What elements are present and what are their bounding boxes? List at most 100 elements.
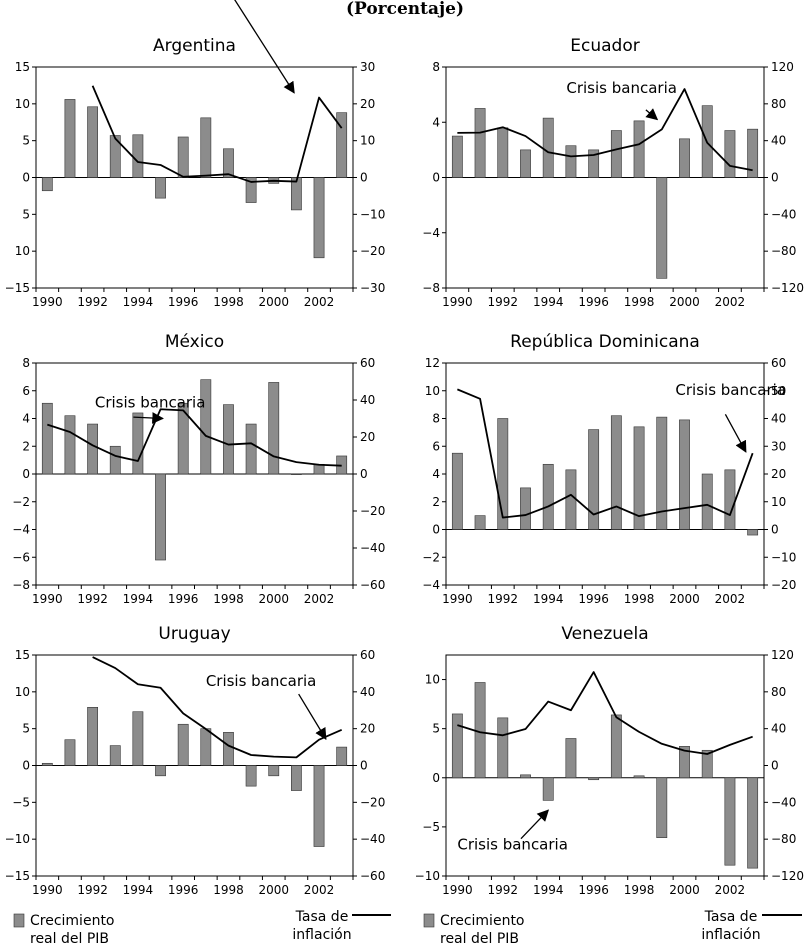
- right-tick-label: 60: [360, 648, 375, 662]
- right-tick-label: 20: [360, 722, 375, 736]
- gdp-bar-2003: [747, 128, 759, 178]
- chart-title: Ecuador: [570, 36, 639, 56]
- gdp-bar-2001: [290, 765, 302, 791]
- legend-bar-label-line2: real del PIB: [30, 931, 109, 945]
- right-tick-label: 40: [360, 393, 375, 407]
- right-tick-label: −80: [771, 832, 796, 846]
- inflation-line: [457, 88, 753, 172]
- x-tick-label: 1990: [32, 883, 63, 897]
- gdp-bar-1995: [155, 177, 166, 199]
- gdp-bar-1993: [109, 445, 121, 475]
- gdp-bar-2002: [313, 177, 325, 259]
- right-tick-label: 60: [771, 356, 786, 370]
- right-tick-label: −20: [360, 244, 385, 258]
- gdp-bar-1994: [542, 463, 554, 530]
- gdp-bar-1994: [542, 117, 554, 178]
- x-tick-label: 1998: [624, 883, 655, 897]
- left-tick-label: −5: [422, 820, 440, 834]
- chart-title: México: [165, 332, 224, 352]
- right-tick-label: −20: [360, 504, 385, 518]
- gdp-bar-1994: [132, 134, 144, 178]
- legend-line-label-line1: Tasa de: [295, 909, 349, 925]
- right-tick-label: 120: [771, 648, 794, 662]
- left-tick-label: 10: [15, 97, 30, 111]
- x-tick-label: 1992: [488, 592, 519, 606]
- left-tick-label: 0: [22, 171, 30, 185]
- right-tick-label: −10: [771, 550, 796, 564]
- gdp-bar-1999: [245, 765, 257, 787]
- crisis-arrow: [520, 809, 550, 840]
- x-tick-label: 1992: [77, 883, 108, 897]
- right-tick-label: 10: [360, 134, 375, 148]
- gdp-bar-2000: [679, 419, 690, 530]
- x-tick-label: 2000: [669, 295, 700, 309]
- gdp-bar-2002: [724, 469, 736, 530]
- left-tick-label: −2: [12, 495, 30, 509]
- right-tick-label: −120: [771, 281, 804, 295]
- gdp-bar-1996: [588, 149, 600, 178]
- left-tick-label: 10: [15, 685, 30, 699]
- left-tick-label: 0: [22, 759, 30, 773]
- left-tick-label: −15: [5, 281, 30, 295]
- right-tick-label: −40: [771, 207, 796, 221]
- gdp-bar-1992: [87, 423, 99, 475]
- legend-left: Crecimiento real del PIB Tasa de inflaci…: [13, 909, 391, 945]
- gdp-bar-1996: [177, 136, 189, 178]
- x-tick-label: 2002: [304, 592, 335, 606]
- gdp-bar-2002: [724, 130, 736, 178]
- gdp-bar-1994: [542, 777, 554, 801]
- gdp-bar-1995: [155, 473, 166, 561]
- right-tick-label: 0: [771, 759, 779, 773]
- right-tick-label: −20: [360, 795, 385, 809]
- x-tick-label: 1994: [123, 592, 154, 606]
- right-tick-label: −10: [360, 207, 385, 221]
- crisis-annotation-label: Crisis bancaria: [457, 835, 568, 853]
- gdp-bar-1997: [200, 379, 212, 475]
- figure-subtitle: (Porcentaje): [346, 0, 464, 19]
- legend-line-label-line1: Tasa de: [704, 909, 758, 925]
- x-tick-label: 2002: [715, 883, 746, 897]
- left-tick-label: −4: [12, 523, 30, 537]
- right-tick-label: 20: [771, 467, 786, 481]
- left-tick-label: −10: [5, 832, 30, 846]
- gdp-bar-1999: [656, 177, 668, 279]
- gdp-bar-2003: [336, 746, 348, 766]
- gdp-bar-1994: [132, 711, 144, 766]
- x-tick-label: 1992: [77, 295, 108, 309]
- gdp-bar-1993: [520, 487, 531, 530]
- gdp-bar-1991: [64, 739, 76, 766]
- x-tick-label: 2002: [304, 883, 335, 897]
- gdp-bar-1998: [223, 148, 234, 178]
- left-tick-label: −15: [5, 869, 30, 883]
- x-tick-label: 1992: [488, 295, 519, 309]
- left-tick-label: 6: [432, 439, 440, 453]
- gdp-bar-1998: [223, 732, 234, 766]
- gdp-bar-1993: [109, 745, 121, 766]
- left-tick-label: −2: [422, 550, 440, 564]
- left-tick-label: 5: [22, 134, 30, 148]
- gdp-bar-2000: [268, 765, 280, 777]
- gdp-bar-1991: [474, 515, 486, 530]
- right-tick-label: −60: [360, 869, 385, 883]
- right-tick-label: 10: [771, 495, 786, 509]
- left-tick-label: −4: [422, 226, 440, 240]
- gdp-bar-1999: [245, 423, 257, 475]
- left-tick-label: 4: [432, 115, 440, 129]
- gdp-bar-1993: [109, 135, 121, 178]
- left-tick-label: 2: [432, 495, 440, 509]
- gdp-bar-2001: [290, 473, 302, 475]
- x-tick-label: 1992: [488, 883, 519, 897]
- chart-panel-venezuela: Venezuela −10 −5 0 5 10 −120 −80 −40 0 40 80 120 1990…: [415, 624, 804, 897]
- gdp-bar-1990: [451, 452, 463, 530]
- legend-line-label-line2: inflación: [701, 927, 760, 943]
- x-tick-label: 2002: [304, 295, 335, 309]
- chart-panel-república-dominicana: República Dominicana−4−2024681012−20−100…: [422, 332, 796, 606]
- legend-line-label-line2: inflación: [292, 927, 351, 943]
- gdp-bar-1990: [41, 762, 53, 766]
- left-tick-label: 15: [15, 648, 30, 662]
- x-tick-label: 1998: [213, 592, 244, 606]
- x-tick-label: 1996: [578, 592, 609, 606]
- right-tick-label: −80: [771, 244, 796, 258]
